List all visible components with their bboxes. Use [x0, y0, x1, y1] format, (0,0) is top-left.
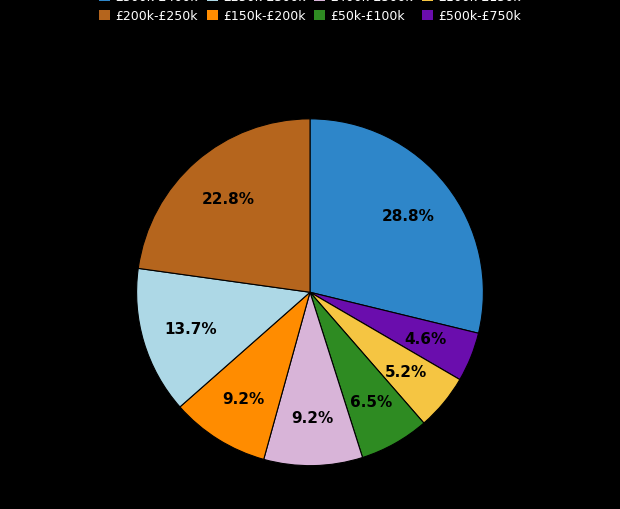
Wedge shape: [180, 293, 310, 460]
Text: 28.8%: 28.8%: [382, 208, 435, 223]
Wedge shape: [310, 120, 484, 333]
Wedge shape: [138, 120, 310, 293]
Text: 6.5%: 6.5%: [350, 394, 392, 409]
Text: 13.7%: 13.7%: [164, 321, 217, 336]
Wedge shape: [310, 293, 460, 423]
Wedge shape: [264, 293, 363, 466]
Wedge shape: [310, 293, 424, 458]
Legend: £300k-£400k, £200k-£250k, £250k-£300k, £150k-£200k, £400k-£500k, £50k-£100k, £10: £300k-£400k, £200k-£250k, £250k-£300k, £…: [95, 0, 525, 27]
Wedge shape: [310, 293, 479, 380]
Text: 5.2%: 5.2%: [385, 364, 427, 380]
Text: 4.6%: 4.6%: [405, 332, 447, 347]
Wedge shape: [136, 269, 310, 407]
Text: 9.2%: 9.2%: [291, 410, 334, 425]
Text: 22.8%: 22.8%: [202, 191, 255, 206]
Text: 9.2%: 9.2%: [223, 391, 265, 406]
